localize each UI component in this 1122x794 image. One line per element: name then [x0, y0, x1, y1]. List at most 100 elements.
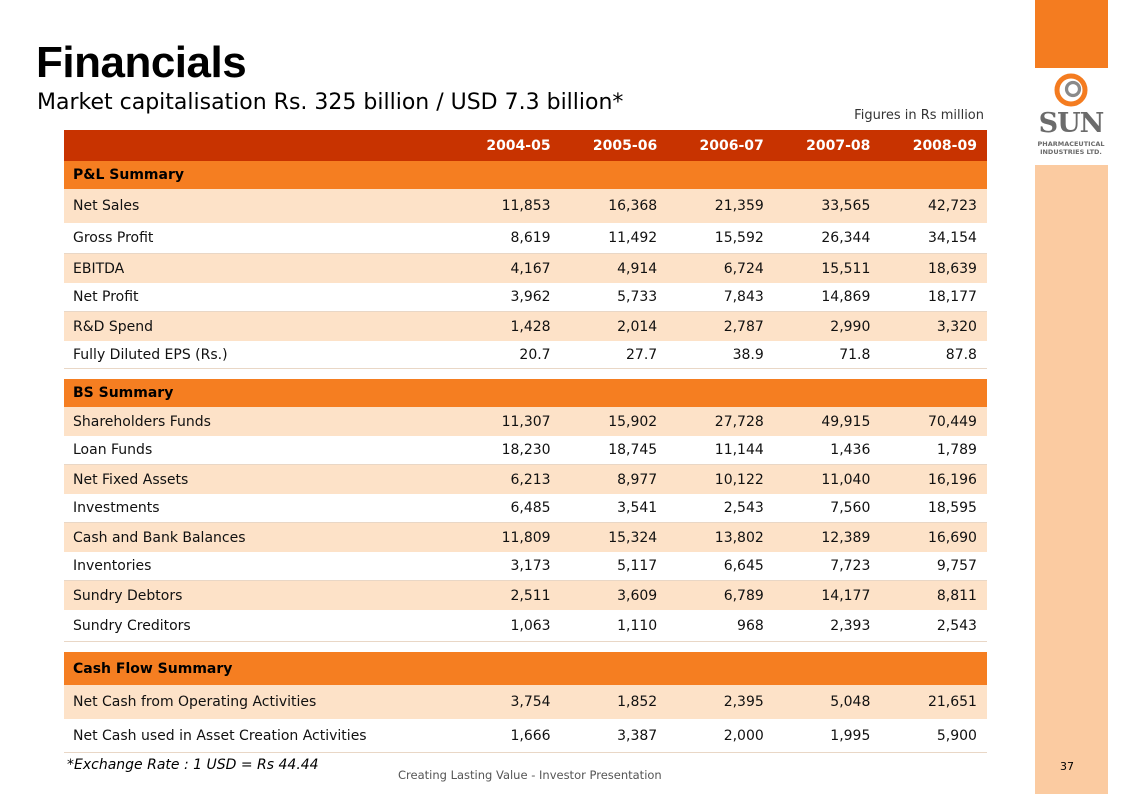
- side-accent-bar-bottom: [1035, 165, 1108, 794]
- value-cell: 42,723: [927, 198, 977, 214]
- table-row: Net Cash used in Asset Creation Activiti…: [64, 719, 987, 753]
- value-cell: 14,177: [821, 587, 871, 604]
- value-cell: 1,789: [936, 442, 977, 458]
- value-cell: 71.8: [839, 346, 871, 363]
- value-cell: 3,541: [617, 500, 658, 516]
- value-cell: 15,902: [608, 413, 658, 430]
- table-row: Net Profit 3,962 5,733 7,843 14,869 18,1…: [64, 283, 987, 312]
- year-header: 2004-05: [486, 137, 551, 154]
- section-heading-label: BS Summary: [73, 385, 174, 401]
- table-row: Cash and Bank Balances 11,809 15,324 13,…: [64, 523, 987, 552]
- value-cell: 4,914: [617, 260, 658, 277]
- value-cell: 27.7: [626, 346, 658, 363]
- year-header: 2006-07: [699, 137, 764, 154]
- row-label: R&D Spend: [73, 318, 154, 335]
- value-cell: 6,645: [723, 558, 764, 574]
- company-logo: SUN PHARMACEUTICAL INDUSTRIES LTD.: [1036, 70, 1106, 162]
- table-row: Investments 6,485 3,541 2,543 7,560 18,5…: [64, 494, 987, 523]
- value-cell: 18,177: [927, 289, 977, 305]
- row-label: Net Fixed Assets: [73, 471, 189, 488]
- value-cell: 1,110: [617, 617, 658, 634]
- year-header: 2008-09: [912, 137, 977, 154]
- table-row: R&D Spend 1,428 2,014 2,787 2,990 3,320: [64, 312, 987, 341]
- value-cell: 8,811: [936, 587, 977, 604]
- value-cell: 3,387: [617, 727, 658, 744]
- units-note: Figures in Rs million: [854, 108, 984, 123]
- value-cell: 4,167: [510, 260, 551, 277]
- sun-pharma-logo-icon: [1054, 73, 1088, 107]
- value-cell: 2,000: [723, 727, 764, 744]
- row-label: Net Profit: [73, 289, 139, 305]
- value-cell: 6,789: [723, 587, 764, 604]
- value-cell: 70,449: [927, 413, 977, 430]
- row-label: Shareholders Funds: [73, 413, 211, 430]
- value-cell: 7,560: [830, 500, 871, 516]
- year-header: 2007-08: [806, 137, 871, 154]
- section-spacer: [64, 369, 987, 379]
- value-cell: 7,723: [830, 558, 871, 574]
- row-label: Investments: [73, 500, 160, 516]
- value-cell: 12,389: [821, 529, 871, 546]
- value-cell: 5,048: [830, 694, 871, 710]
- table-row: Inventories 3,173 5,117 6,645 7,723 9,75…: [64, 552, 987, 581]
- value-cell: 18,745: [608, 442, 658, 458]
- value-cell: 3,754: [510, 694, 551, 710]
- value-cell: 2,543: [936, 617, 977, 634]
- value-cell: 6,213: [510, 471, 551, 488]
- value-cell: 2,543: [723, 500, 764, 516]
- value-cell: 2,393: [830, 617, 871, 634]
- table-row: Sundry Creditors 1,063 1,110 968 2,393 2…: [64, 610, 987, 642]
- value-cell: 3,962: [510, 289, 551, 305]
- value-cell: 5,733: [617, 289, 658, 305]
- logo-wordmark: SUN: [1038, 108, 1105, 139]
- logo-tagline: PHARMACEUTICAL INDUSTRIES LTD.: [1037, 140, 1105, 156]
- value-cell: 5,117: [617, 558, 658, 574]
- financials-table: 2004-05 2005-06 2006-07 2007-08 2008-09 …: [64, 130, 987, 753]
- value-cell: 2,014: [617, 318, 658, 335]
- row-label: Gross Profit: [73, 230, 154, 246]
- value-cell: 49,915: [821, 413, 871, 430]
- value-cell: 9,757: [936, 558, 977, 574]
- value-cell: 11,809: [501, 529, 551, 546]
- value-cell: 15,592: [714, 230, 764, 246]
- value-cell: 18,595: [927, 500, 977, 516]
- value-cell: 2,395: [723, 694, 764, 710]
- table-row: Net Fixed Assets 6,213 8,977 10,122 11,0…: [64, 465, 987, 494]
- table-row: Loan Funds 18,230 18,745 11,144 1,436 1,…: [64, 436, 987, 465]
- row-label: Net Cash from Operating Activities: [73, 694, 317, 710]
- presentation-footer: Creating Lasting Value - Investor Presen…: [398, 768, 662, 782]
- value-cell: 2,511: [510, 587, 551, 604]
- row-label: Inventories: [73, 558, 152, 574]
- value-cell: 18,230: [501, 442, 551, 458]
- value-cell: 2,787: [723, 318, 764, 335]
- section-heading-label: Cash Flow Summary: [73, 660, 233, 677]
- section-spacer: [64, 642, 987, 652]
- page-title: Financials: [36, 38, 247, 87]
- value-cell: 16,690: [927, 529, 977, 546]
- value-cell: 6,724: [723, 260, 764, 277]
- value-cell: 26,344: [821, 230, 871, 246]
- table-row: Fully Diluted EPS (Rs.) 20.7 27.7 38.9 7…: [64, 341, 987, 369]
- value-cell: 20.7: [519, 346, 551, 363]
- value-cell: 11,853: [501, 198, 551, 214]
- row-label: EBITDA: [73, 260, 125, 277]
- section-heading-cashflow: Cash Flow Summary: [64, 652, 987, 685]
- value-cell: 1,428: [510, 318, 551, 335]
- row-label: Cash and Bank Balances: [73, 529, 246, 546]
- exchange-rate-footnote: *Exchange Rate : 1 USD = Rs 44.44: [67, 757, 319, 773]
- value-cell: 27,728: [714, 413, 764, 430]
- page-number: 37: [1060, 760, 1074, 773]
- value-cell: 16,196: [927, 471, 977, 488]
- section-heading-bs: BS Summary: [64, 379, 987, 407]
- value-cell: 21,651: [927, 694, 977, 710]
- row-label: Net Sales: [73, 198, 140, 214]
- value-cell: 21,359: [714, 198, 764, 214]
- section-heading-label: P&L Summary: [73, 167, 184, 183]
- value-cell: 16,368: [608, 198, 658, 214]
- value-cell: 1,063: [510, 617, 551, 634]
- value-cell: 18,639: [927, 260, 977, 277]
- value-cell: 2,990: [830, 318, 871, 335]
- row-label: Fully Diluted EPS (Rs.): [73, 346, 228, 363]
- year-header: 2005-06: [592, 137, 658, 154]
- value-cell: 34,154: [927, 230, 977, 246]
